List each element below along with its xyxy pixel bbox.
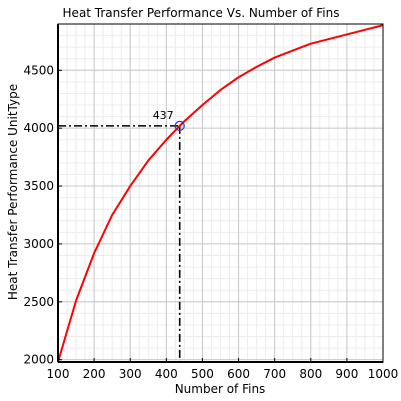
chart-title: Heat Transfer Performance Vs. Number of … [63, 6, 340, 20]
series-line-0 [57, 24, 384, 363]
x-tick-label: 400 [155, 367, 178, 381]
x-tick-label: 900 [335, 367, 358, 381]
axes [57, 23, 384, 363]
y-tick-label: 3500 [23, 179, 54, 193]
y-tick-label: 4000 [23, 121, 54, 135]
series-group [57, 24, 384, 363]
x-tick-label: 800 [299, 367, 322, 381]
grid [57, 23, 384, 362]
y-tick-label: 2500 [23, 295, 54, 309]
data-marker [174, 120, 185, 131]
x-tick-label: 1000 [368, 367, 399, 381]
x-tick-label: 500 [191, 367, 214, 381]
markers: 437 [153, 109, 185, 131]
x-tick-label: 600 [227, 367, 250, 381]
y-tick-label: 2000 [23, 353, 54, 367]
reference-lines [58, 125, 181, 362]
y-tick-label: 3000 [23, 237, 54, 251]
y-tick-label: 4500 [23, 63, 54, 77]
y-axis-label: Heat Transfer Performance UnitType [6, 84, 20, 300]
x-tick-label: 300 [119, 367, 142, 381]
tick-labels: 100 200 300 400 500 600 700 800 900 1000 2000 2500 3… [23, 63, 398, 381]
annotation-label: 437 [153, 109, 174, 122]
x-tick-label: 200 [83, 367, 106, 381]
x-axis-label: Number of Fins [175, 382, 266, 396]
x-tick-label: 100 [47, 367, 70, 381]
x-tick-label: 700 [263, 367, 286, 381]
